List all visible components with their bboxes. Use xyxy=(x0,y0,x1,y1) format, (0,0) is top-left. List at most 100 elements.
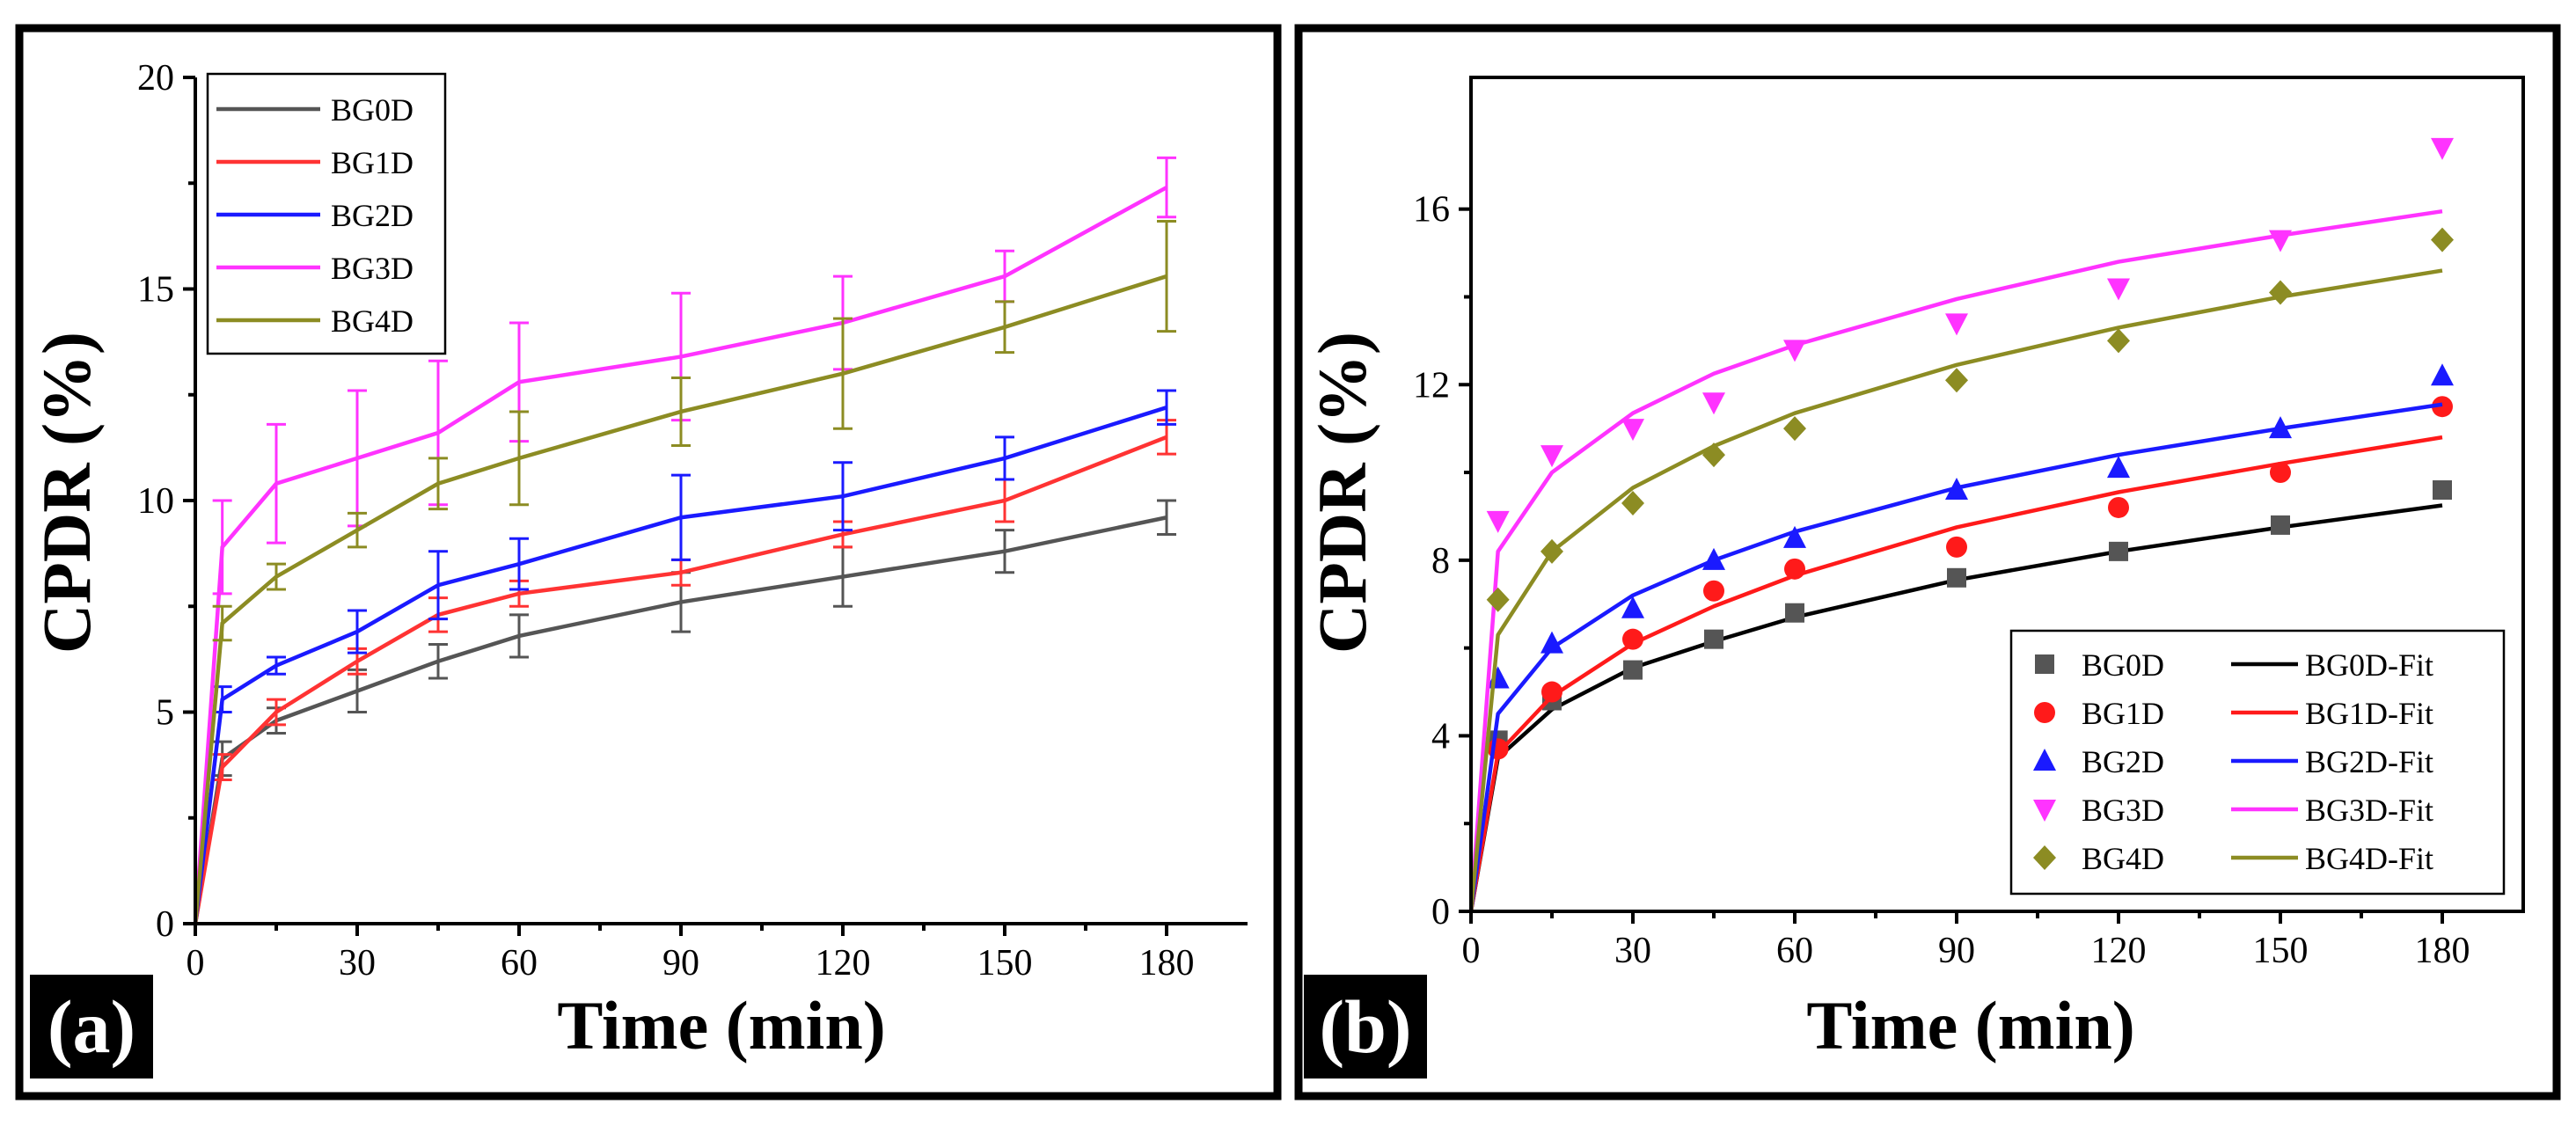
legend-label-BG3D: BG3D xyxy=(331,251,413,286)
data-point-BG0D xyxy=(1947,567,1966,588)
data-point-BG4D xyxy=(2107,328,2130,354)
data-point-BG4D xyxy=(1945,368,1968,393)
panel-b-frame xyxy=(1294,24,2561,1100)
panel-a-y-axis-title: CPDR (%) xyxy=(28,332,105,654)
panel-a-x-tick-label: 120 xyxy=(816,943,871,983)
data-point-BG2D xyxy=(2431,363,2454,386)
panel-b-series-BG2D xyxy=(1468,363,2454,912)
panel-b-x-tick-label: 0 xyxy=(1462,931,1481,971)
legend-label-BG0D-Fit: BG0D-Fit xyxy=(2305,647,2433,683)
data-point-BG1D xyxy=(1622,628,1643,650)
panel-a-letter: (a) xyxy=(48,984,135,1069)
panel-b-y-tick-label: 0 xyxy=(1431,892,1450,932)
legend-label-BG0D: BG0D xyxy=(331,92,413,128)
legend-label-BG3D: BG3D xyxy=(2082,793,2164,828)
series-line-BG2D xyxy=(193,406,1167,925)
data-point-BG0D xyxy=(1785,603,1804,623)
legend-marker-BG0D xyxy=(2035,654,2054,674)
data-point-BG2D xyxy=(1702,547,1725,570)
data-point-BG4D xyxy=(1540,538,1563,564)
panel-b-letter: (b) xyxy=(1319,984,1411,1069)
legend-marker-BG1D xyxy=(2034,702,2055,723)
data-point-BG3D xyxy=(1540,445,1563,468)
panel-a-x-tick-label: 30 xyxy=(339,943,376,983)
data-point-BG1D xyxy=(1946,536,1967,558)
panel-b-axes: 0 30 60 90 120 150 180 0 4 8 12 16 xyxy=(1413,76,2525,971)
panel-b-x-axis-title: Time (min) xyxy=(1806,987,2134,1064)
panel-b-plot-box xyxy=(1469,76,2525,913)
series-line-BG3D xyxy=(193,186,1168,925)
fit-line-BG1D xyxy=(1468,435,2443,912)
panel-b-series-BG0D xyxy=(1468,480,2452,912)
panel-b-x-tick-label: 180 xyxy=(2415,931,2470,971)
data-point-BG0D xyxy=(2271,515,2290,535)
panel-b-x-tick-label: 120 xyxy=(2091,931,2147,971)
data-point-BG1D xyxy=(1541,681,1562,703)
panel-b-y-tick-label: 8 xyxy=(1431,541,1450,581)
panel-b-x-tick-label: 60 xyxy=(1776,931,1813,971)
panel-a-series-BG2D xyxy=(193,389,1176,925)
data-point-BG0D xyxy=(1704,629,1723,649)
panel-a-y-tick-label: 5 xyxy=(156,693,174,734)
data-point-BG2D xyxy=(1621,596,1644,618)
panel-b-y-axis-title: CPDR (%) xyxy=(1304,332,1380,654)
data-point-BG3D xyxy=(2431,137,2454,160)
data-point-BG2D xyxy=(1945,478,1968,501)
panel-b-y-tick-label: 4 xyxy=(1431,716,1450,757)
panel-b-x-tick-label: 150 xyxy=(2253,931,2309,971)
panel-b-series xyxy=(1468,137,2454,912)
legend-label-BG2D-Fit: BG2D-Fit xyxy=(2305,744,2433,779)
panel-b-series-BG4D xyxy=(1468,227,2454,912)
data-point-BG3D xyxy=(1702,392,1725,415)
data-point-BG2D xyxy=(1540,631,1563,654)
data-point-BG2D xyxy=(2107,456,2130,479)
legend-label-BG3D-Fit: BG3D-Fit xyxy=(2305,793,2433,828)
legend-marker-BG4D xyxy=(2033,845,2056,870)
data-point-BG1D xyxy=(1784,558,1805,580)
panel-a-series-BG4D xyxy=(193,220,1176,925)
panel-a-y-tick-label: 0 xyxy=(156,904,174,945)
panel-a-x-tick-label: 150 xyxy=(977,943,1033,983)
panel-b-series-BG3D xyxy=(1468,137,2454,912)
panel-a-letter-badge xyxy=(30,975,153,1078)
legend-label-BG2D: BG2D xyxy=(331,198,413,233)
panel-b-letter-badge xyxy=(1304,975,1427,1078)
data-point-BG1D xyxy=(2270,462,2291,484)
data-point-BG4D xyxy=(1702,442,1725,468)
data-point-BG2D xyxy=(2269,416,2292,439)
legend-label-BG4D: BG4D xyxy=(2082,841,2164,876)
panel-a-legend: BG0D BG1D BG2D BG3D BG4D xyxy=(206,72,447,355)
data-point-BG1D xyxy=(2432,396,2453,418)
data-point-BG0D xyxy=(2433,480,2452,501)
panel-a-frame xyxy=(15,24,1282,1100)
panel-a-y-tick-label: 15 xyxy=(137,270,174,311)
legend-label-BG1D: BG1D xyxy=(331,145,413,180)
panel-a-x-tick-label: 0 xyxy=(187,943,205,983)
legend-label-BG4D-Fit: BG4D-Fit xyxy=(2305,841,2433,876)
legend-marker-BG3D xyxy=(2033,800,2056,822)
fit-line-BG3D xyxy=(1468,208,2443,912)
panel-a-axes: 0 30 60 90 120 150 180 0 5 10 15 20 xyxy=(137,58,1248,983)
series-line-BG1D xyxy=(193,435,1167,925)
data-point-BG1D xyxy=(1703,580,1724,602)
data-point-BG0D xyxy=(1623,660,1643,680)
panel-a-series xyxy=(193,156,1176,925)
data-point-BG2D xyxy=(1783,525,1806,548)
panel-a-y-tick-label: 10 xyxy=(137,481,174,522)
panel-b-y-tick-label: 12 xyxy=(1413,365,1450,406)
data-point-BG4D xyxy=(2269,280,2292,305)
legend-marker-BG2D xyxy=(2033,749,2056,771)
data-point-BG3D xyxy=(1621,419,1644,442)
panel-a-x-tick-label: 90 xyxy=(662,943,699,983)
series-line-BG4D xyxy=(193,274,1167,925)
data-point-BG0D xyxy=(2109,541,2128,561)
legend-label-BG1D: BG1D xyxy=(2082,696,2164,731)
fit-line-BG4D xyxy=(1468,268,2443,912)
data-point-BG4D xyxy=(1621,490,1644,515)
data-point-BG3D xyxy=(2107,278,2130,301)
data-point-BG1D xyxy=(2108,496,2129,518)
data-point-BG3D xyxy=(1783,340,1806,362)
data-point-BG3D xyxy=(1945,313,1968,336)
panel-a-x-tick-label: 60 xyxy=(501,943,538,983)
